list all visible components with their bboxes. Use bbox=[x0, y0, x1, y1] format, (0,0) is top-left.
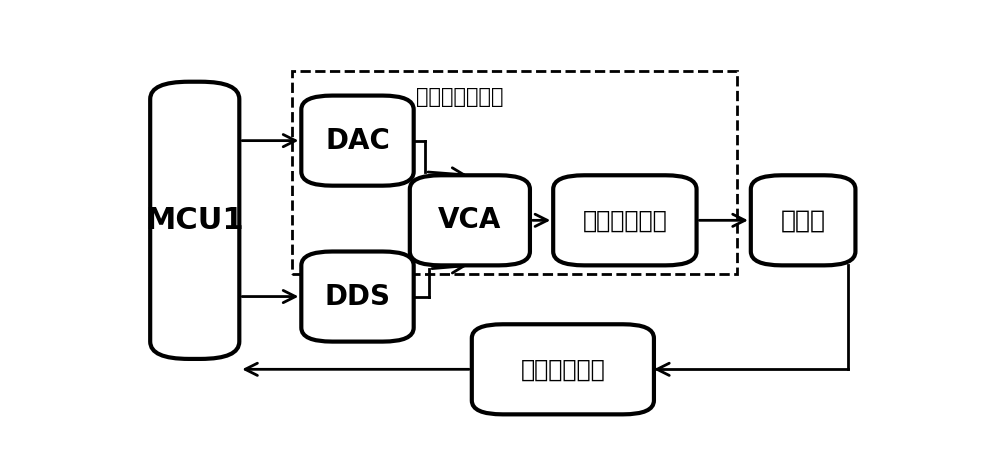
Text: 信号幅度检测: 信号幅度检测 bbox=[520, 357, 605, 381]
FancyBboxPatch shape bbox=[150, 82, 239, 359]
FancyBboxPatch shape bbox=[751, 176, 855, 266]
Text: DDS: DDS bbox=[324, 283, 390, 310]
Text: VCA: VCA bbox=[438, 206, 502, 234]
FancyBboxPatch shape bbox=[410, 176, 530, 266]
FancyBboxPatch shape bbox=[553, 176, 697, 266]
Text: 轨到轨放大器: 轨到轨放大器 bbox=[582, 208, 667, 232]
FancyBboxPatch shape bbox=[301, 95, 414, 186]
Text: 信号电平控制器: 信号电平控制器 bbox=[416, 87, 504, 107]
Text: DAC: DAC bbox=[325, 126, 390, 155]
FancyBboxPatch shape bbox=[301, 252, 414, 342]
Text: 正弦波: 正弦波 bbox=[781, 208, 826, 232]
Text: MCU1: MCU1 bbox=[145, 206, 244, 235]
FancyBboxPatch shape bbox=[472, 324, 654, 414]
